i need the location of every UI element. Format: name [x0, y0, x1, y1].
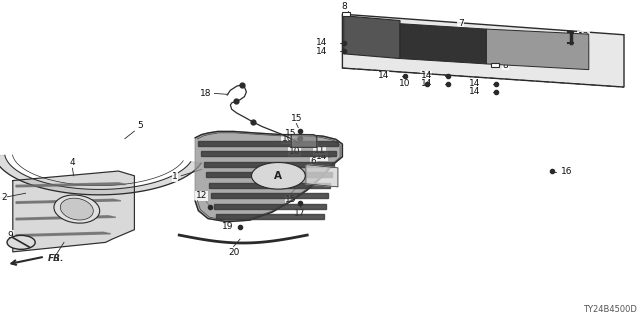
Polygon shape	[198, 141, 338, 146]
Text: 15: 15	[291, 114, 302, 123]
Polygon shape	[400, 24, 486, 64]
Text: 14: 14	[420, 71, 432, 80]
Polygon shape	[486, 29, 589, 70]
Text: 18: 18	[200, 89, 211, 98]
Text: 8: 8	[342, 2, 347, 11]
FancyBboxPatch shape	[491, 63, 499, 67]
Polygon shape	[342, 14, 624, 87]
Polygon shape	[16, 232, 111, 236]
Polygon shape	[214, 204, 326, 209]
Text: 7: 7	[458, 20, 463, 28]
Text: 12: 12	[196, 191, 207, 200]
Text: 17: 17	[294, 209, 305, 218]
Circle shape	[7, 236, 35, 249]
Polygon shape	[344, 16, 400, 59]
Text: 14: 14	[316, 47, 328, 56]
Text: TY24B4500D: TY24B4500D	[583, 305, 637, 314]
Text: 13: 13	[578, 32, 589, 41]
Text: 1: 1	[172, 172, 178, 181]
Text: 9: 9	[8, 231, 13, 240]
FancyBboxPatch shape	[342, 12, 350, 16]
Text: 15: 15	[285, 129, 296, 138]
Text: 6: 6	[310, 157, 316, 166]
Text: 3: 3	[54, 254, 59, 263]
Text: 15: 15	[285, 195, 297, 204]
Polygon shape	[306, 165, 338, 187]
Text: 19: 19	[222, 222, 234, 231]
Polygon shape	[209, 183, 330, 188]
Text: 14: 14	[316, 38, 328, 47]
Text: A: A	[275, 171, 282, 181]
Polygon shape	[204, 162, 334, 167]
Text: 2: 2	[1, 194, 7, 203]
Text: 10: 10	[399, 79, 411, 88]
Circle shape	[252, 163, 305, 189]
Polygon shape	[13, 171, 134, 252]
Ellipse shape	[54, 195, 100, 223]
Text: 14: 14	[316, 152, 328, 161]
Text: 14: 14	[378, 71, 389, 80]
Text: 4: 4	[70, 158, 75, 167]
Text: 11: 11	[314, 146, 325, 155]
Text: 10: 10	[282, 134, 293, 143]
Polygon shape	[0, 155, 201, 195]
Text: 8: 8	[502, 61, 508, 70]
Polygon shape	[206, 172, 332, 177]
Polygon shape	[195, 132, 342, 222]
Text: FR.: FR.	[48, 254, 65, 263]
Text: 20: 20	[228, 248, 239, 257]
Text: 16: 16	[561, 167, 573, 176]
Polygon shape	[216, 214, 324, 219]
Polygon shape	[16, 199, 121, 204]
Polygon shape	[16, 183, 126, 187]
Text: 14: 14	[468, 87, 480, 96]
Polygon shape	[211, 193, 328, 198]
Text: 10: 10	[289, 147, 300, 156]
Text: 14: 14	[420, 79, 432, 88]
Text: 14: 14	[468, 79, 480, 88]
Text: 5: 5	[137, 121, 143, 130]
Polygon shape	[16, 216, 116, 220]
Polygon shape	[291, 135, 317, 147]
Polygon shape	[201, 151, 336, 156]
Ellipse shape	[60, 198, 93, 220]
